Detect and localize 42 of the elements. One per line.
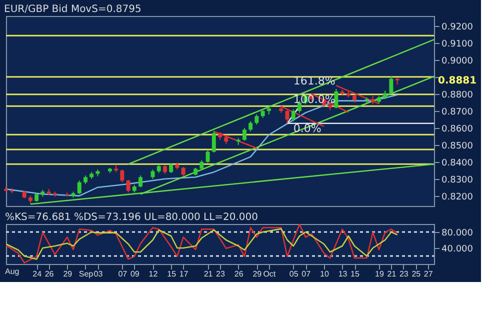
text: Aug bbox=[5, 267, 20, 276]
x-tick-label: 07 bbox=[302, 270, 312, 278]
x-tick-label: 12 bbox=[148, 270, 158, 278]
x-tick-label: 26 bbox=[234, 270, 244, 278]
x-tick-label: 19 bbox=[375, 270, 384, 278]
y-tick-label: 0.8800 bbox=[442, 90, 474, 101]
y-tick-label: 0.9000 bbox=[442, 56, 474, 67]
y-tick-label: 0.8500 bbox=[442, 141, 474, 152]
x-tick-label: 29 bbox=[252, 270, 262, 278]
chart-title: EUR/GBP Bid MovS=0.8795 bbox=[4, 4, 142, 15]
y-tick-label: 0.8700 bbox=[442, 108, 474, 118]
x-tick-label: 05 bbox=[289, 270, 299, 278]
y-tick-label: 0.9100 bbox=[442, 40, 474, 50]
x-tick-label: Oct bbox=[263, 270, 276, 278]
y-tick-label: 80.000 bbox=[442, 228, 474, 238]
x-tick-label: 10 bbox=[320, 270, 330, 278]
y-tick-label: 0.8300 bbox=[442, 175, 474, 186]
x-tick-label: 21 bbox=[204, 270, 214, 278]
x-tick-label: 24 bbox=[32, 270, 42, 278]
y-tick-label: 0.8200 bbox=[442, 192, 474, 202]
x-tick-label: 15 bbox=[350, 270, 360, 278]
annotation: 0.8881 bbox=[438, 75, 477, 86]
y-tick-label: 40.000 bbox=[442, 244, 474, 254]
x-tick-label: 29 bbox=[63, 270, 73, 278]
x-tick-label: 09 bbox=[130, 270, 140, 278]
x-tick-label: 27 bbox=[424, 270, 434, 278]
chart-title: %KS=76.681 %DS=73.196 UL=80.000 LL=20.000 bbox=[5, 212, 258, 223]
x-tick-label: 17 bbox=[179, 270, 189, 278]
x-tick-label: 21 bbox=[387, 270, 397, 278]
y-tick-label: 0.8600 bbox=[442, 124, 474, 134]
y-tick-label: 0.8400 bbox=[442, 158, 474, 168]
x-tick-label: 26 bbox=[44, 270, 54, 278]
annotation: 161.8% bbox=[293, 74, 336, 88]
x-tick-label: 23 bbox=[216, 270, 226, 278]
x-tick-label: 15 bbox=[167, 270, 177, 278]
x-tick-label: Sep bbox=[78, 270, 94, 278]
y-tick-label: 0.9200 bbox=[442, 22, 474, 33]
x-tick-label: 07 bbox=[118, 270, 128, 278]
x-tick-label: 13 bbox=[338, 270, 348, 278]
x-tick-label: 03 bbox=[94, 270, 104, 278]
x-tick-label: 25 bbox=[412, 270, 422, 278]
x-tick-label: 23 bbox=[399, 270, 409, 278]
